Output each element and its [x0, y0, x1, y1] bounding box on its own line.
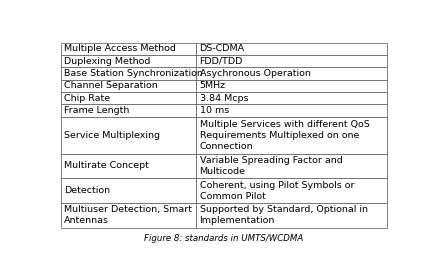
- Bar: [196, 178, 387, 203]
- Bar: [196, 117, 387, 154]
- Bar: [61, 203, 196, 228]
- Text: Variable Spreading Factor and
Multicode: Variable Spreading Factor and Multicode: [200, 156, 342, 176]
- Text: Multirate Concept: Multirate Concept: [64, 161, 149, 171]
- Bar: [196, 104, 387, 117]
- Bar: [61, 67, 196, 80]
- Bar: [61, 43, 196, 55]
- Text: Multiple Access Method: Multiple Access Method: [64, 44, 176, 53]
- Text: 3.84 Mcps: 3.84 Mcps: [200, 94, 248, 103]
- Bar: [61, 117, 196, 154]
- Bar: [196, 67, 387, 80]
- Text: Coherent, using Pilot Symbols or
Common Pilot: Coherent, using Pilot Symbols or Common …: [200, 181, 354, 201]
- Bar: [61, 80, 196, 92]
- Text: Detection: Detection: [64, 186, 110, 195]
- Text: Base Station Synchronization: Base Station Synchronization: [64, 69, 203, 78]
- Text: Frame Length: Frame Length: [64, 106, 129, 115]
- Bar: [196, 92, 387, 104]
- Bar: [196, 154, 387, 178]
- Bar: [61, 92, 196, 104]
- Bar: [196, 203, 387, 228]
- Text: Duplexing Method: Duplexing Method: [64, 57, 150, 66]
- Text: Chip Rate: Chip Rate: [64, 94, 110, 103]
- Bar: [61, 154, 196, 178]
- Bar: [61, 55, 196, 67]
- Text: 10 ms: 10 ms: [200, 106, 229, 115]
- Text: 5MHz: 5MHz: [200, 81, 226, 90]
- Bar: [61, 178, 196, 203]
- Text: FDD/TDD: FDD/TDD: [200, 57, 243, 66]
- Bar: [196, 55, 387, 67]
- Text: Channel Separation: Channel Separation: [64, 81, 158, 90]
- Bar: [61, 104, 196, 117]
- Text: Multiuser Detection, Smart
Antennas: Multiuser Detection, Smart Antennas: [64, 205, 192, 225]
- Bar: [196, 80, 387, 92]
- Bar: [196, 43, 387, 55]
- Text: Asychronous Operation: Asychronous Operation: [200, 69, 310, 78]
- Text: Supported by Standard, Optional in
Implementation: Supported by Standard, Optional in Imple…: [200, 205, 368, 225]
- Text: Figure 8: standards in UMTS/WCDMA: Figure 8: standards in UMTS/WCDMA: [144, 234, 304, 243]
- Text: DS-CDMA: DS-CDMA: [200, 44, 245, 53]
- Text: Service Multiplexing: Service Multiplexing: [64, 131, 160, 140]
- Text: Multiple Services with different QoS
Requirements Multiplexed on one
Connection: Multiple Services with different QoS Req…: [200, 120, 369, 151]
